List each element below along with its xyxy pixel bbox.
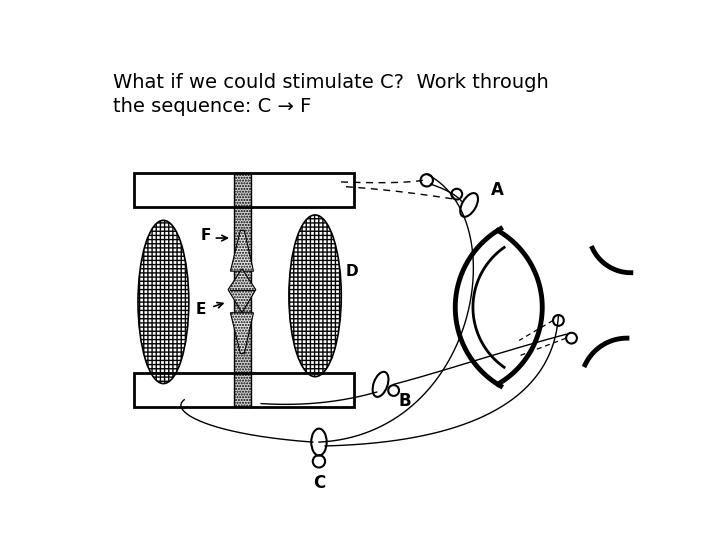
Text: What if we could stimulate C?  Work through: What if we could stimulate C? Work throu…: [113, 72, 549, 91]
Text: A: A: [490, 180, 503, 199]
Text: F: F: [201, 228, 211, 243]
Text: D: D: [346, 264, 359, 279]
Polygon shape: [228, 269, 256, 313]
Polygon shape: [230, 313, 253, 354]
Text: E: E: [195, 302, 206, 317]
Text: the sequence: C → F: the sequence: C → F: [113, 97, 312, 116]
Bar: [234, 173, 251, 408]
Bar: [134, 173, 354, 207]
Ellipse shape: [138, 220, 189, 383]
Text: C: C: [312, 475, 325, 492]
Text: B: B: [398, 392, 411, 410]
Ellipse shape: [289, 215, 341, 377]
Bar: [134, 373, 354, 408]
Polygon shape: [230, 231, 253, 271]
